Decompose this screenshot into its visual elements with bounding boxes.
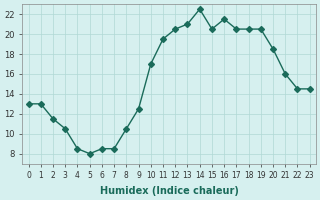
X-axis label: Humidex (Indice chaleur): Humidex (Indice chaleur) <box>100 186 239 196</box>
